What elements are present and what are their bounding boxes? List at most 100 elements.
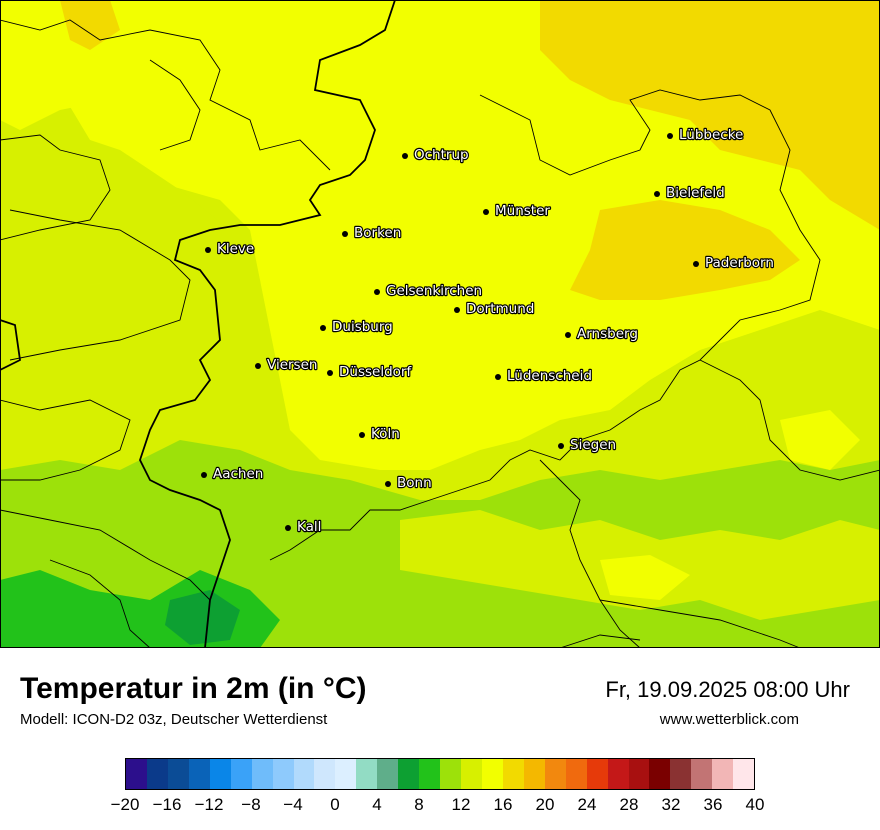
- color-legend: [125, 758, 755, 790]
- temp-band-16-south2: [780, 410, 860, 470]
- legend-swatch: [461, 759, 482, 789]
- legend-tick-label: 20: [535, 795, 555, 814]
- temp-band-14-west: [0, 130, 265, 430]
- legend-swatch: [440, 759, 461, 789]
- city-kleve: Kleve: [205, 240, 255, 258]
- legend-tick-label: 24: [577, 795, 597, 814]
- temp-band-18-east: [570, 200, 800, 300]
- legend-swatch: [523, 759, 545, 789]
- legend-swatch: [691, 759, 713, 789]
- city-luebbecke: Lübbecke: [667, 126, 745, 144]
- regional-borders: [0, 19, 880, 648]
- legend-swatch: [126, 759, 147, 789]
- svg-text:Bielefeld: Bielefeld: [666, 185, 725, 201]
- svg-text:Düsseldorf: Düsseldorf: [339, 364, 412, 380]
- legend-ticks: −20 −16 −12 −8 −4 0 4 8 12 16 20 24 28 32 36 40: [0, 795, 880, 819]
- legend-swatch: [167, 759, 189, 789]
- website-link[interactable]: www.wetterblick.com: [659, 711, 799, 728]
- legend-tick-label: −4: [283, 795, 303, 814]
- legend-swatch: [649, 759, 671, 789]
- svg-text:Ochtrup: Ochtrup: [414, 147, 469, 163]
- legend-swatch: [502, 759, 524, 789]
- svg-text:Borken: Borken: [354, 225, 401, 241]
- svg-text:Siegen: Siegen: [570, 437, 616, 453]
- legend-tick-label: 36: [703, 795, 723, 814]
- legend-swatch: [377, 759, 399, 789]
- legend-swatch: [314, 759, 336, 789]
- legend-swatch: [670, 759, 692, 789]
- legend-swatch: [209, 759, 231, 789]
- city-luedenscheid: Lüdenscheid: [495, 367, 593, 385]
- legend-swatch: [481, 759, 503, 789]
- legend-swatch: [356, 759, 378, 789]
- legend-tick-label: 28: [619, 795, 639, 814]
- legend-tick-label: −20: [110, 795, 140, 814]
- city-duesseldorf: Düsseldorf: [327, 363, 414, 381]
- legend-swatch: [544, 759, 566, 789]
- svg-text:Dortmund: Dortmund: [466, 301, 534, 317]
- svg-text:Kall: Kall: [297, 519, 321, 535]
- temp-band-16-south: [600, 555, 690, 600]
- legend-swatch: [293, 759, 315, 789]
- map-footer: Temperatur in 2m (in °C) Modell: ICON-D2…: [0, 648, 880, 830]
- legend-swatch: [419, 759, 441, 789]
- city-siegen: Siegen: [558, 436, 617, 454]
- svg-text:Duisburg: Duisburg: [332, 319, 393, 335]
- svg-text:Bonn: Bonn: [397, 475, 432, 491]
- svg-text:Aachen: Aachen: [213, 466, 263, 482]
- temp-band-16: [60, 0, 880, 470]
- forecast-datetime: Fr, 19.09.2025 08:00 Uhr: [605, 677, 850, 702]
- svg-text:Lüdenscheid: Lüdenscheid: [507, 368, 592, 384]
- svg-text:Kleve: Kleve: [217, 241, 254, 257]
- legend-tick-label: 40: [745, 795, 765, 814]
- legend-tick-label: 4: [372, 795, 382, 814]
- city-paderborn: Paderborn: [693, 254, 775, 272]
- legend-swatch: [712, 759, 734, 789]
- legend-tick-label: 12: [451, 795, 471, 814]
- city-arnsberg: Arnsberg: [565, 325, 639, 343]
- legend-swatch: [607, 759, 629, 789]
- city-dortmund: Dortmund: [454, 300, 536, 318]
- legend-swatch: [733, 759, 755, 789]
- legend-tick-label: −12: [194, 795, 224, 814]
- svg-text:Viersen: Viersen: [267, 357, 317, 373]
- city-bielefeld: Bielefeld: [654, 184, 726, 202]
- legend-swatch: [565, 759, 587, 789]
- city-gelsenkirchen: Gelsenkirchen: [374, 282, 483, 300]
- legend-swatch: [272, 759, 294, 789]
- svg-text:Münster: Münster: [495, 203, 550, 219]
- city-koeln: Köln: [359, 425, 401, 443]
- temp-band-16-nw: [0, 0, 260, 130]
- legend-tick-label: 0: [330, 795, 340, 814]
- legend-tick-label: 8: [414, 795, 424, 814]
- legend-swatch: [335, 759, 357, 789]
- svg-text:Arnsberg: Arnsberg: [577, 326, 638, 342]
- svg-text:Gelsenkirchen: Gelsenkirchen: [386, 283, 482, 299]
- legend-tick-label: −16: [152, 795, 182, 814]
- legend-swatch: [230, 759, 252, 789]
- national-border: [0, 0, 396, 648]
- city-borken: Borken: [342, 224, 402, 242]
- temp-band-18-small: [60, 0, 120, 50]
- city-kall: Kall: [285, 518, 323, 536]
- svg-text:Lübbecke: Lübbecke: [679, 127, 743, 143]
- svg-text:Köln: Köln: [371, 426, 400, 442]
- temp-band-8: [165, 590, 240, 645]
- city-muenster: Münster: [483, 202, 552, 220]
- legend-swatch: [628, 759, 650, 789]
- city-duisburg: Duisburg: [320, 318, 394, 336]
- legend-swatch: [251, 759, 273, 789]
- legend-tick-label: 16: [493, 795, 513, 814]
- city-viersen: Viersen: [255, 356, 319, 374]
- map-title: Temperatur in 2m (in °C): [20, 672, 367, 705]
- legend-swatch: [188, 759, 210, 789]
- legend-tick-label: −8: [241, 795, 261, 814]
- temp-band-18: [540, 0, 880, 230]
- legend-swatch: [398, 759, 420, 789]
- city-bonn: Bonn: [385, 474, 433, 492]
- city-aachen: Aachen: [201, 465, 265, 483]
- temperature-map: Ochtrup Lübbecke Bielefeld Münster Borke…: [0, 0, 880, 648]
- model-source: Modell: ICON-D2 03z, Deutscher Wetterdie…: [20, 711, 328, 728]
- city-ochtrup: Ochtrup: [402, 146, 470, 164]
- legend-swatch: [586, 759, 608, 789]
